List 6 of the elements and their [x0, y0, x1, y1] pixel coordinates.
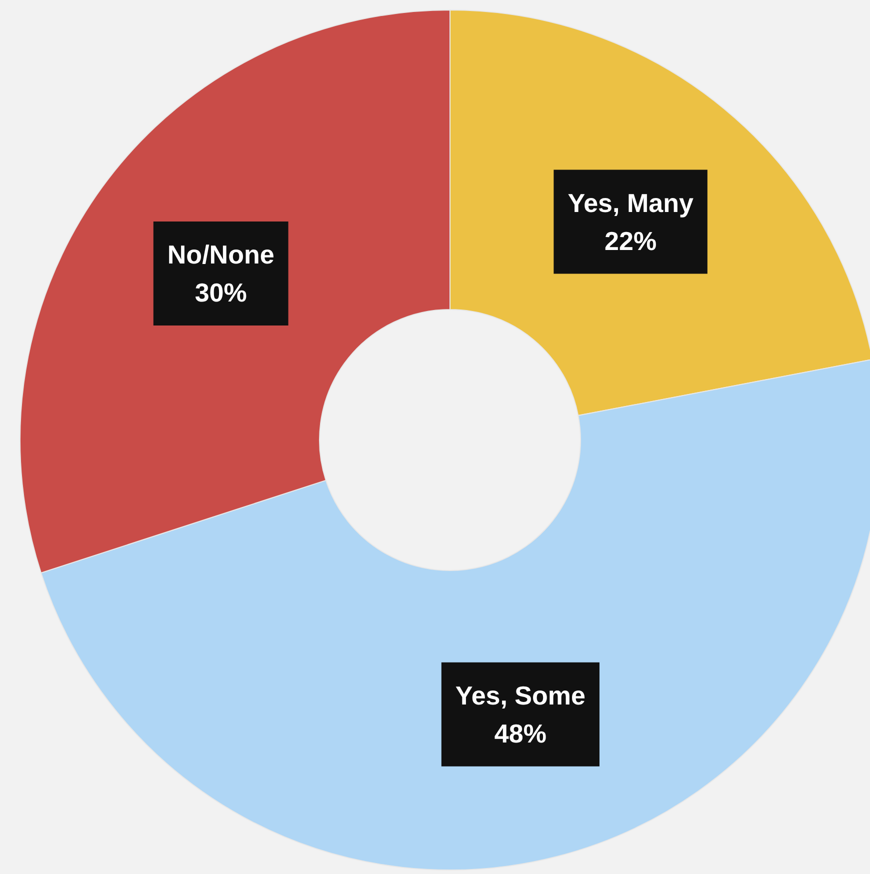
data-label: 30%: [194, 278, 247, 308]
slice-label: Yes, Some: [455, 680, 586, 710]
data-label: 48%: [494, 718, 546, 748]
slice-label: Yes, Many: [568, 188, 694, 218]
data-label: 22%: [604, 226, 657, 256]
slice-label: No/None: [167, 240, 274, 270]
